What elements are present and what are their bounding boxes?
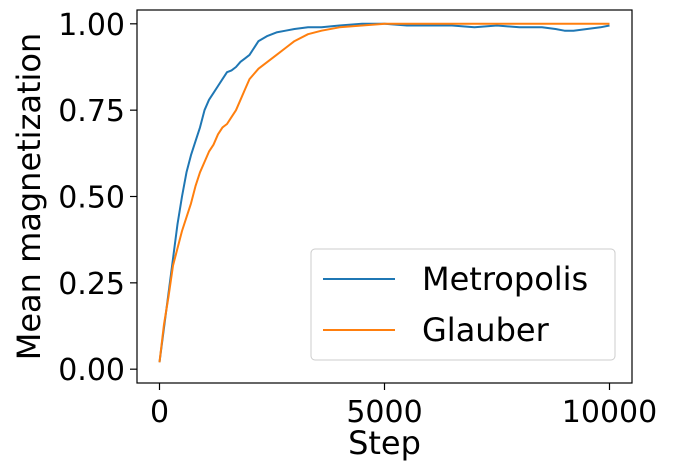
y-tick-label: 0.50 — [58, 181, 125, 216]
x-axis-ticks: 0 5000 10000 — [150, 383, 657, 430]
y-axis-label: Mean magnetization — [10, 33, 48, 361]
legend: Metropolis Glauber — [310, 248, 616, 361]
legend-entry-label: Glauber — [422, 311, 550, 349]
series-line-metropolis — [158, 22, 610, 363]
x-tick-label: 10000 — [562, 395, 657, 430]
plot-lines — [158, 22, 610, 363]
plot-frame — [136, 9, 633, 384]
x-tick-label: 5000 — [346, 395, 422, 430]
legend-entry-label: Metropolis — [422, 260, 588, 298]
x-tick-label: 0 — [150, 395, 169, 430]
legend-box — [310, 248, 616, 361]
y-tick-label: 0.00 — [58, 353, 125, 388]
series-line-glauber — [158, 22, 610, 363]
x-axis-label: Step — [348, 424, 421, 462]
y-tick-label: 1.00 — [58, 8, 125, 43]
y-tick-label: 0.25 — [58, 267, 125, 302]
y-tick-label: 0.75 — [58, 94, 125, 129]
y-axis-ticks: 0.00 0.25 0.50 0.75 1.00 — [58, 8, 137, 388]
